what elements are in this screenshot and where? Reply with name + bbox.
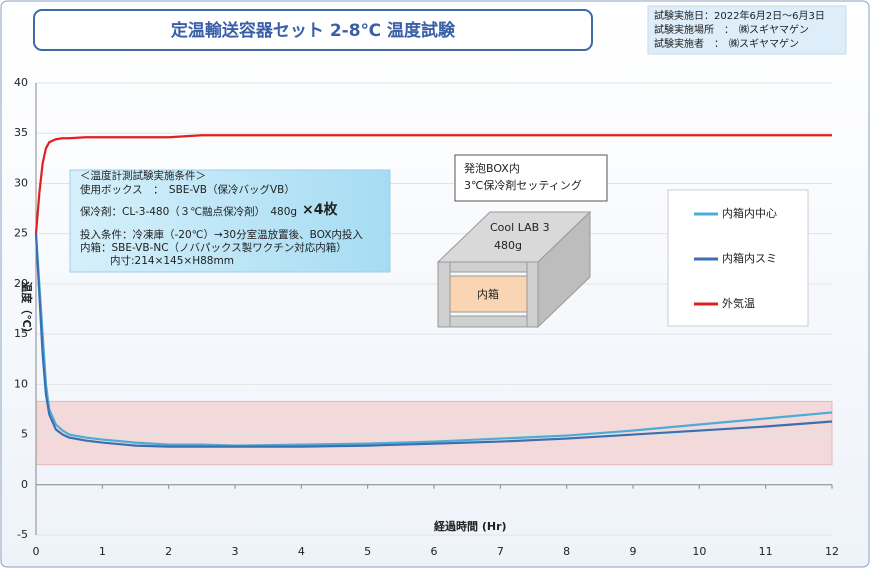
info-line: 試験実施者 ： ㈱スギヤマゲン — [654, 37, 799, 50]
y-tick-label: 25 — [14, 227, 28, 240]
y-tick-label: 40 — [14, 76, 28, 89]
x-tick-label: 12 — [825, 545, 839, 558]
chart-title: 定温輸送容器セット 2-8℃ 温度試験 — [171, 20, 456, 41]
y-tick-label: 0 — [21, 478, 28, 491]
info-box — [647, 5, 847, 55]
legend-label: 内箱内スミ — [722, 251, 777, 265]
y-tick-label: 20 — [14, 277, 28, 290]
condition-line: 内寸:214×145×H88mm — [110, 254, 234, 267]
info-line: 試験実施日：2022年6月2日～6月3日 — [654, 9, 825, 22]
x-tick-label: 9 — [630, 545, 637, 558]
x-tick-label: 8 — [563, 545, 570, 558]
condition-line: 内箱：SBE-VB-NC（ノバパックス製ワクチン対応内箱） — [80, 241, 347, 254]
y-tick-label: 5 — [21, 428, 28, 441]
inner-label: 内箱 — [477, 287, 499, 301]
target-band — [35, 400, 833, 466]
x-tick-label: 10 — [692, 545, 706, 558]
y-tick-label: 35 — [14, 126, 28, 139]
x-tick-label: 11 — [759, 545, 773, 558]
y-tick-label: 30 — [14, 176, 28, 189]
title-box — [33, 9, 593, 51]
series-line — [34, 134, 832, 234]
y-tick-label: 10 — [14, 377, 28, 390]
condition-line: ×4枚 — [302, 201, 338, 218]
condition-line: 使用ボックス ： SBE-VB（保冷バッグVB） — [80, 183, 295, 196]
x-tick-label: 3 — [232, 545, 239, 558]
series-line — [34, 233, 833, 448]
x-tick-label: 6 — [431, 545, 438, 558]
x-tick-label: 0 — [33, 545, 40, 558]
y-tick-label: 15 — [14, 327, 28, 340]
box-diagram — [436, 210, 592, 329]
caption: 3℃保冷剤セッティング — [464, 178, 582, 192]
x-tick-label: 1 — [99, 545, 106, 558]
x-tick-label: 2 — [165, 545, 172, 558]
legend-label: 内箱内中心 — [722, 206, 777, 220]
y-tick-label: -5 — [17, 528, 28, 541]
coolant-label: 480g — [494, 239, 522, 252]
y-axis-label: 温度（℃） — [20, 281, 34, 338]
condition-line: 保冷剤：CL-3-480（３℃融点保冷剤） 480g — [80, 205, 297, 218]
legend — [667, 189, 809, 327]
condition-line: ＜温度計測試験実施条件＞ — [80, 169, 206, 182]
x-tick-label: 7 — [497, 545, 504, 558]
x-tick-label: 4 — [298, 545, 305, 558]
condition-line: 投入条件：冷凍庫（-20℃）→30分室温放置後、BOX内投入 — [80, 228, 363, 241]
conditions-box — [69, 169, 391, 273]
x-tick-label: 5 — [364, 545, 371, 558]
legend-label: 外気温 — [722, 296, 755, 310]
coolant-label: Cool LAB 3 — [490, 221, 550, 234]
x-axis-label: 経過時間 (Hr) — [434, 519, 507, 533]
caption: 発泡BOX内 — [464, 161, 520, 175]
info-line: 試験実施場所 ： ㈱スギヤマゲン — [654, 23, 809, 36]
caption-box — [454, 154, 608, 202]
